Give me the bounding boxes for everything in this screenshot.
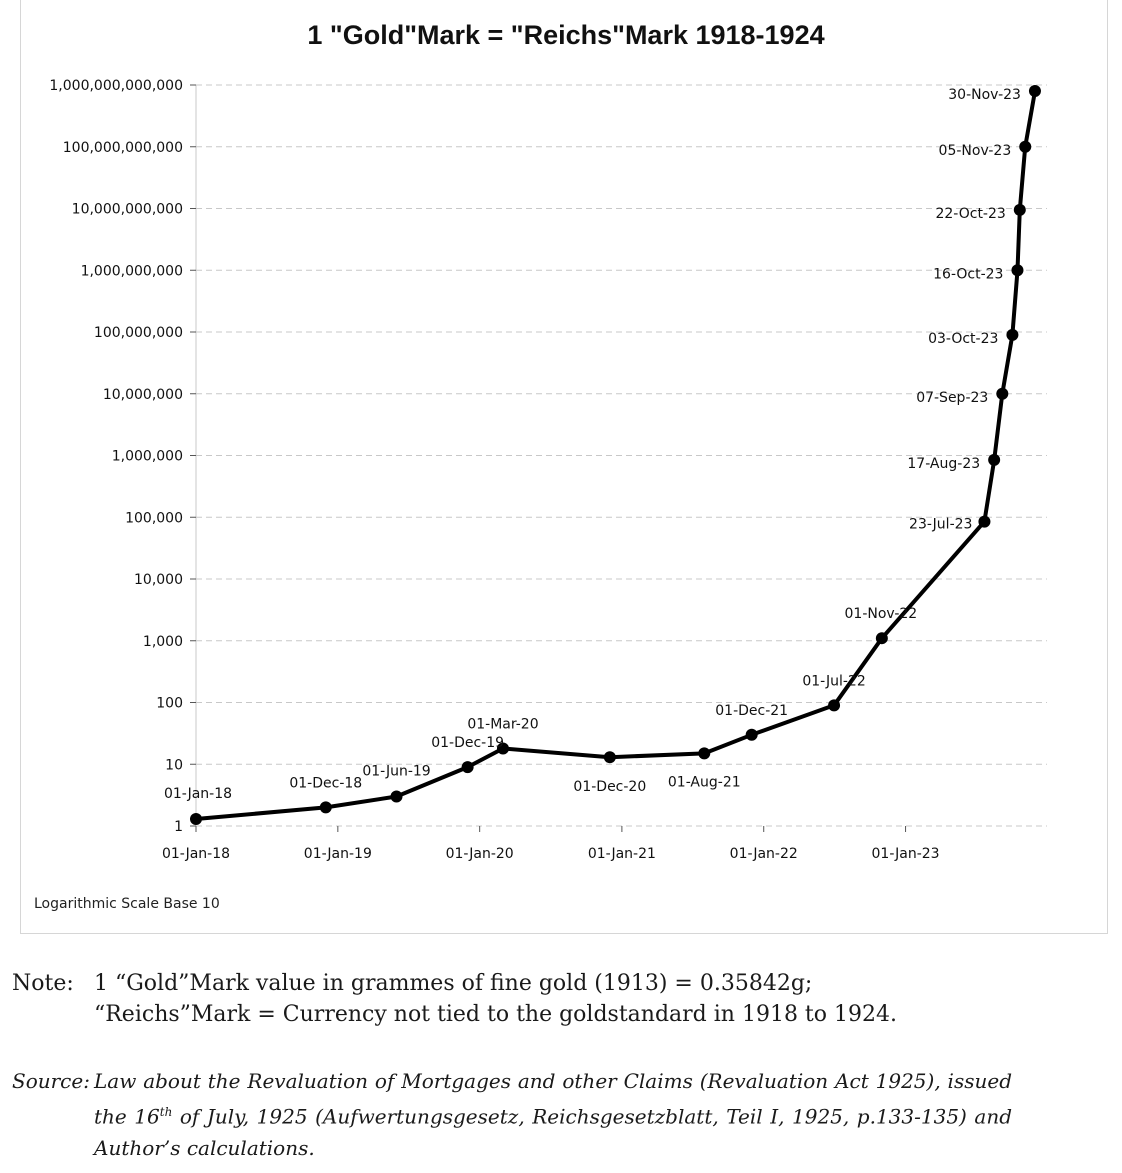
point-label: 17-Aug-23 — [907, 456, 980, 472]
y-tick-label: 1,000,000,000,000 — [49, 78, 183, 94]
note-label: Note: — [12, 971, 74, 996]
point-label: 05-Nov-23 — [939, 143, 1012, 159]
chart-svg: 1 "Gold"Mark = "Reichs"Mark 1918-1924 11… — [34, 20, 1047, 912]
x-tick-label: 01-Jan-18 — [162, 846, 230, 862]
point-label: 01-Mar-20 — [467, 716, 538, 732]
data-point — [988, 453, 1001, 466]
y-tick-label: 10,000,000 — [103, 387, 183, 403]
point-label: 01-Dec-19 — [431, 735, 504, 751]
data-point — [978, 515, 991, 528]
data-point — [390, 790, 403, 803]
source-text-b: of July, 1925 (Aufwertungsgesetz, Reichs… — [94, 1104, 1013, 1160]
y-tick-label: 100,000 — [125, 510, 183, 526]
point-label: 23-Jul-23 — [909, 517, 972, 533]
data-point — [496, 742, 509, 755]
data-point — [875, 632, 888, 645]
point-label: 30-Nov-23 — [948, 87, 1021, 103]
x-tick-label: 01-Jan-22 — [730, 846, 798, 862]
y-tick-label: 10,000,000,000 — [72, 202, 183, 218]
point-label: 01-Dec-21 — [715, 703, 788, 719]
data-point — [190, 812, 202, 825]
y-tick-label: 10,000 — [134, 572, 183, 588]
note-row: Note: 1 “Gold”Mark value in grammes of f… — [12, 968, 1112, 1030]
note-line-1: 1 “Gold”Mark value in grammes of fine go… — [94, 971, 813, 996]
source-block: Source: Law about the Revaluation of Mor… — [12, 1066, 1012, 1164]
data-point — [1019, 140, 1032, 153]
scale-note: Logarithmic Scale Base 10 — [34, 896, 220, 912]
data-point — [828, 699, 841, 712]
data-point — [1011, 264, 1024, 277]
data-point — [1028, 84, 1041, 97]
series-line-layer — [195, 90, 1037, 821]
x-axis-ticks: 01-Jan-18 01-Jan-19 01-Jan-20 01-Jan-21 01-J… — [162, 846, 940, 862]
point-label: 01-Jun-19 — [362, 764, 430, 780]
point-label: 07-Sep-23 — [916, 390, 988, 406]
y-tick-label: 100,000,000 — [94, 325, 183, 341]
data-point — [996, 387, 1009, 400]
x-tick-label: 01-Jan-20 — [446, 846, 514, 862]
source-text-a: Law about the Revaluation of Mortgages a… — [94, 1069, 1012, 1129]
source-label: Source: — [12, 1069, 90, 1093]
data-point — [1013, 203, 1026, 216]
x-tick-label: 01-Jan-19 — [304, 846, 372, 862]
point-label: 01-Jul-22 — [802, 673, 865, 689]
chart-title: 1 "Gold"Mark = "Reichs"Mark 1918-1924 — [307, 20, 824, 50]
point-label: 01-Nov-22 — [845, 606, 918, 622]
point-label: 03-Oct-23 — [928, 331, 998, 347]
chart-frame — [20, 0, 1108, 934]
point-label: 01-Dec-20 — [573, 779, 646, 795]
y-tick-label: 10 — [165, 757, 183, 773]
source-sup: th — [159, 1105, 173, 1119]
data-point — [461, 761, 474, 774]
source-text: Law about the Revaluation of Mortgages a… — [94, 1066, 1012, 1164]
note-block: Note: 1 “Gold”Mark value in grammes of f… — [12, 968, 1112, 1030]
data-points — [190, 84, 1041, 825]
point-label: 16-Oct-23 — [933, 266, 1003, 282]
x-tick-label: 01-Jan-23 — [872, 846, 940, 862]
note-line-2: “Reichs”Mark = Currency not tied to the … — [94, 1002, 897, 1027]
data-point — [319, 801, 332, 814]
grid-layer — [190, 84, 1047, 832]
note-lines: 1 “Gold”Mark value in grammes of fine go… — [94, 968, 1112, 1030]
series-line — [195, 90, 1037, 821]
point-label: 01-Dec-18 — [289, 775, 362, 791]
point-label: 22-Oct-23 — [935, 206, 1005, 222]
y-tick-label: 100,000,000,000 — [63, 140, 183, 156]
y-tick-label: 100 — [156, 696, 183, 712]
point-label: 01-Aug-21 — [668, 774, 741, 790]
y-tick-label: 1 — [174, 819, 183, 835]
data-point — [603, 751, 616, 764]
x-tick-label: 01-Jan-21 — [588, 846, 656, 862]
data-point — [1006, 328, 1019, 341]
y-axis-ticks: 1 10 100 1,000 10,000 100,000 1,000,000 10,000,… — [49, 78, 183, 835]
y-tick-label: 1,000,000 — [112, 449, 183, 465]
data-point — [745, 728, 758, 741]
point-label: 01-Jan-18 — [164, 786, 232, 802]
y-tick-label: 1,000,000,000 — [81, 263, 183, 279]
y-tick-label: 1,000 — [143, 634, 183, 650]
data-point — [698, 747, 711, 760]
